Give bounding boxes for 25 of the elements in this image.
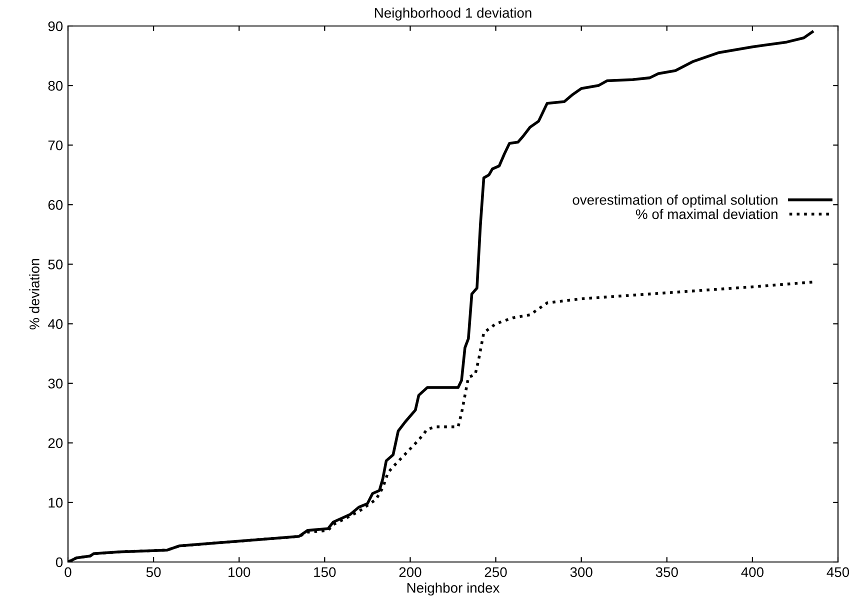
x-axis-title: Neighbor index <box>407 582 500 596</box>
y-tick-label: 60 <box>48 200 63 210</box>
y-tick-label: 30 <box>48 378 63 389</box>
y-tick-label: 90 <box>48 21 63 32</box>
x-tick-label: 300 <box>570 567 592 578</box>
x-tick-label: 50 <box>146 567 161 578</box>
x-tick-label: 100 <box>228 567 250 578</box>
y-tick-label: 20 <box>48 438 63 448</box>
x-tick-label: 450 <box>826 567 850 578</box>
x-tick-label: 200 <box>399 567 422 578</box>
x-tick-label: 400 <box>741 567 764 578</box>
y-tick-label: 0 <box>56 557 63 568</box>
y-tick-label: 80 <box>48 80 63 91</box>
y-axis-title: % deviation <box>29 259 40 330</box>
legend-label: % of maximal deviation <box>636 208 778 220</box>
y-tick-label: 10 <box>48 498 63 508</box>
x-tick-label: 0 <box>64 567 72 578</box>
y-tick-label: 40 <box>48 319 63 329</box>
x-tick-label: 250 <box>484 567 507 578</box>
legend-label: overestimation of optimal solution <box>572 194 778 208</box>
y-tick-label: 70 <box>48 140 63 150</box>
chart-title: Neighborhood 1 deviation <box>374 8 532 21</box>
x-tick-label: 350 <box>656 567 678 578</box>
y-tick-label: 50 <box>48 260 63 270</box>
x-tick-label: 150 <box>314 567 336 578</box>
